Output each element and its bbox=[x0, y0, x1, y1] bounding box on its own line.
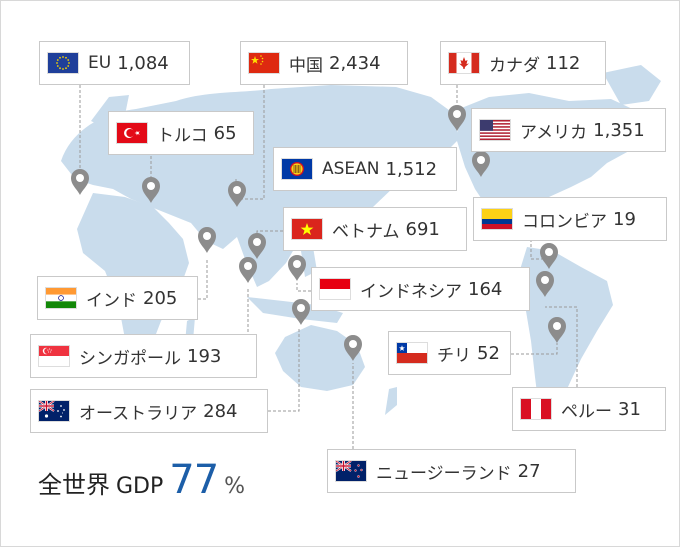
map-pin-icon[interactable] bbox=[540, 243, 558, 269]
map-pin-icon[interactable] bbox=[548, 317, 566, 343]
leader-line-chile bbox=[511, 343, 558, 355]
label-australia-value: 284 bbox=[203, 400, 238, 422]
label-newzealand-name: ニュージーランド bbox=[376, 463, 512, 484]
label-colombia[interactable]: コロンビア 19 bbox=[473, 197, 667, 241]
label-turkey-name: トルコ bbox=[157, 125, 208, 146]
new-zealand-shape bbox=[385, 387, 397, 415]
label-china-name: 中国 bbox=[289, 55, 323, 76]
map-pin-icon[interactable] bbox=[228, 181, 246, 207]
indonesia-flag-icon bbox=[320, 279, 350, 299]
label-australia-name: オーストラリア bbox=[79, 403, 198, 424]
greenland-shape bbox=[603, 65, 661, 105]
label-australia[interactable]: オーストラリア 284 bbox=[30, 389, 268, 433]
label-vietnam[interactable]: ベトナム 691 bbox=[283, 207, 467, 251]
label-eu-value: 1,084 bbox=[117, 52, 169, 74]
label-peru[interactable]: ペルー 31 bbox=[512, 387, 666, 431]
map-pin-icon[interactable] bbox=[239, 257, 257, 283]
label-india-name: インド bbox=[86, 290, 137, 311]
label-chile[interactable]: チリ 52 bbox=[388, 331, 511, 375]
label-singapore-name: シンガポール bbox=[79, 348, 181, 369]
label-singapore[interactable]: シンガポール 193 bbox=[30, 334, 257, 378]
china-flag-icon bbox=[249, 53, 279, 73]
label-india[interactable]: インド 205 bbox=[37, 276, 198, 320]
australia-shape bbox=[275, 325, 365, 391]
label-peru-name: ペルー bbox=[561, 401, 612, 422]
map-pins bbox=[71, 105, 566, 361]
australia-flag-icon bbox=[39, 401, 69, 421]
map-pin-icon[interactable] bbox=[472, 151, 490, 177]
map-pin-icon[interactable] bbox=[536, 271, 554, 297]
vietnam-flag-icon bbox=[292, 219, 322, 239]
map-pin-icon[interactable] bbox=[141, 176, 161, 203]
label-eu[interactable]: EU 1,084 bbox=[39, 41, 190, 85]
peru-flag-icon bbox=[521, 399, 551, 419]
leader-line-india bbox=[198, 259, 208, 300]
label-eu-name: EU bbox=[88, 53, 112, 73]
summary-label: 全世界 bbox=[38, 471, 110, 499]
singapore-flag-icon bbox=[39, 346, 69, 366]
summary-unit: % bbox=[224, 474, 246, 499]
label-colombia-name: コロンビア bbox=[522, 211, 607, 232]
label-india-value: 205 bbox=[143, 287, 178, 309]
leader-line-indonesia bbox=[296, 283, 311, 292]
map-pin-icon[interactable] bbox=[292, 299, 310, 325]
leader-line-australia bbox=[268, 327, 300, 412]
label-china-value: 2,434 bbox=[329, 52, 381, 74]
map-pin-icon[interactable] bbox=[71, 169, 89, 195]
label-indonesia-name: インドネシア bbox=[360, 281, 462, 302]
summary-value: 77 bbox=[169, 457, 219, 503]
africa-shape bbox=[77, 193, 189, 357]
label-asean-name: ASEAN bbox=[322, 159, 380, 179]
map-pin-icon[interactable] bbox=[248, 233, 266, 259]
label-newzealand[interactable]: ニュージーランド 27 bbox=[327, 449, 576, 493]
label-newzealand-value: 27 bbox=[517, 460, 541, 482]
label-asean-value: 1,512 bbox=[385, 158, 438, 180]
turkey-flag-icon bbox=[117, 123, 147, 143]
label-indonesia[interactable]: インドネシア 164 bbox=[311, 267, 530, 311]
label-indonesia-value: 164 bbox=[468, 278, 503, 300]
label-usa[interactable]: アメリカ 1,351 bbox=[471, 108, 666, 152]
new-zealand-flag-icon bbox=[336, 461, 366, 481]
leader-line-china bbox=[237, 85, 265, 200]
label-turkey-value: 65 bbox=[213, 122, 237, 144]
label-canada-name: カナダ bbox=[489, 55, 540, 76]
eu-flag-icon bbox=[48, 53, 78, 73]
map-pin-icon[interactable] bbox=[198, 227, 216, 253]
label-vietnam-value: 691 bbox=[405, 218, 440, 240]
map-pin-icon[interactable] bbox=[448, 105, 466, 131]
map-pin-icon[interactable] bbox=[288, 255, 306, 281]
canada-flag-icon bbox=[449, 53, 479, 73]
label-turkey[interactable]: トルコ 65 bbox=[108, 111, 254, 155]
label-asean[interactable]: ASEAN 1,512 bbox=[273, 147, 457, 191]
label-china[interactable]: 中国 2,434 bbox=[240, 41, 408, 85]
label-canada-value: 112 bbox=[546, 52, 581, 74]
map-pin-icon[interactable] bbox=[344, 335, 362, 361]
label-colombia-value: 19 bbox=[613, 208, 636, 230]
label-chile-name: チリ bbox=[437, 345, 471, 366]
label-vietnam-name: ベトナム bbox=[332, 221, 400, 242]
chile-flag-icon bbox=[397, 343, 427, 363]
label-peru-value: 31 bbox=[618, 398, 641, 420]
summary-metric: GDP bbox=[116, 474, 164, 499]
label-canada[interactable]: カナダ 112 bbox=[440, 41, 606, 85]
asean-flag-icon bbox=[282, 159, 312, 179]
colombia-flag-icon bbox=[482, 209, 512, 229]
global-gdp-summary: 全世界 GDP 77 % bbox=[38, 457, 245, 503]
label-usa-name: アメリカ bbox=[520, 122, 588, 143]
label-singapore-value: 193 bbox=[187, 345, 222, 367]
label-usa-value: 1,351 bbox=[593, 119, 645, 141]
usa-flag-icon bbox=[480, 120, 510, 140]
leader-line-peru bbox=[545, 306, 578, 387]
label-chile-value: 52 bbox=[477, 342, 500, 364]
india-flag-icon bbox=[46, 288, 76, 308]
